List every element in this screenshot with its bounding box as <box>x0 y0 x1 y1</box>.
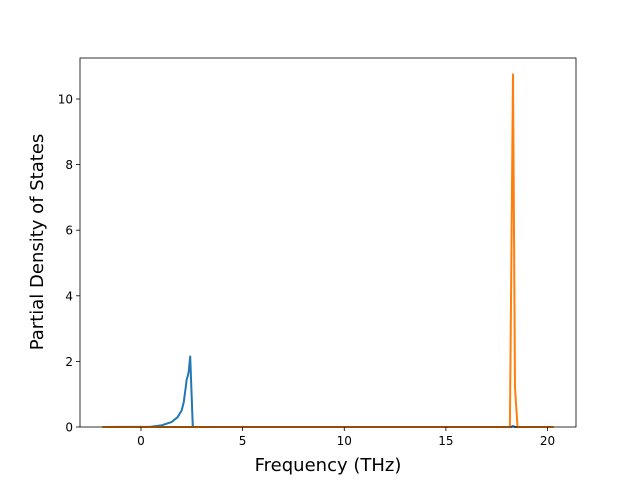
y-ticks: 0 2 4 6 8 10 <box>58 93 80 435</box>
axes-frame <box>79 57 577 428</box>
x-tick-label: 10 <box>337 434 352 448</box>
y-tick-label: 2 <box>65 355 73 369</box>
y-axis-label: Partial Density of States <box>27 134 48 351</box>
x-axis-label: Frequency (THz) <box>255 455 402 476</box>
y-tick-label: 4 <box>65 289 73 303</box>
x-ticks: 0 5 10 15 20 <box>137 427 555 448</box>
y-tick-label: 8 <box>65 158 73 172</box>
series-line-0 <box>102 355 554 428</box>
y-tick-label: 10 <box>58 93 73 107</box>
x-tick-label: 0 <box>137 434 145 448</box>
y-tick-label: 6 <box>65 224 73 238</box>
series-layer <box>102 73 554 428</box>
series-line-1 <box>102 73 554 428</box>
x-tick-label: 15 <box>438 434 453 448</box>
x-tick-label: 20 <box>540 434 555 448</box>
x-tick-label: 5 <box>239 434 247 448</box>
y-tick-label: 0 <box>65 421 73 435</box>
